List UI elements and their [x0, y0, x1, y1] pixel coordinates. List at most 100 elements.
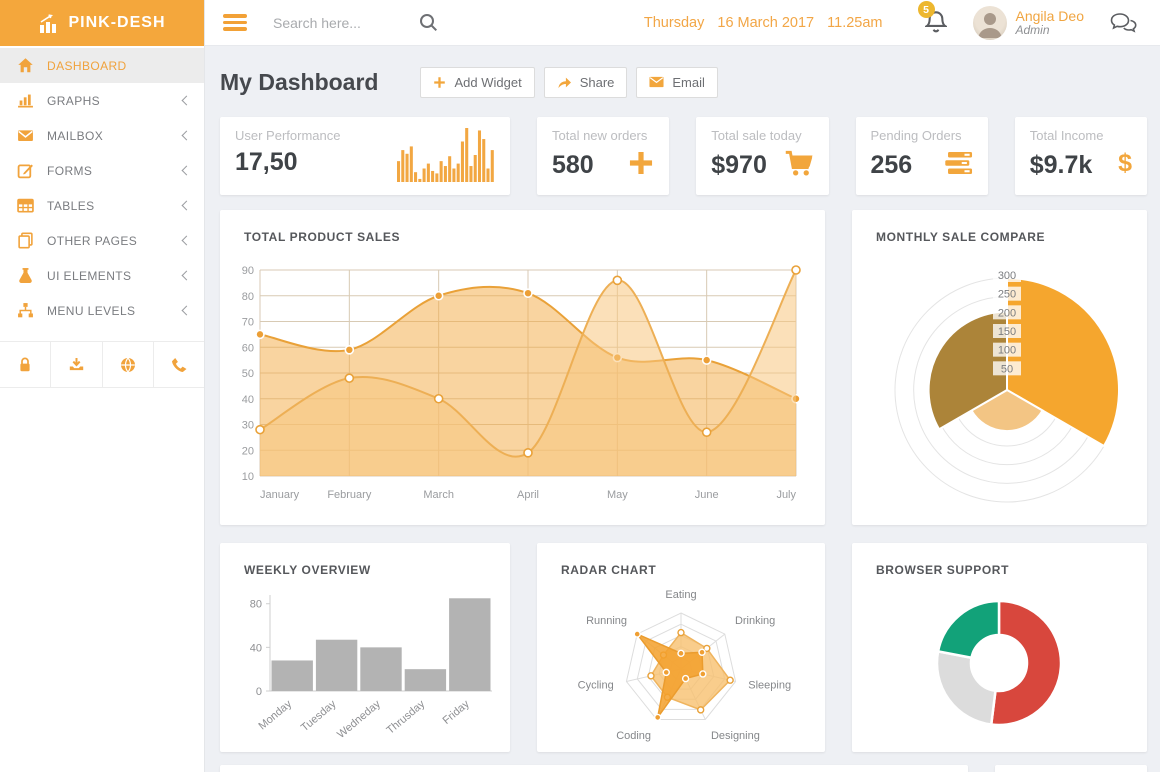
chevron-left-icon: [181, 270, 192, 281]
svg-text:July: July: [776, 489, 796, 501]
stat-card-total-income: Total Income $9.7k $: [1014, 117, 1147, 195]
topbar: Thursday 16 March 2017 11.25am 5 Angila …: [205, 0, 1160, 46]
sidebar-item-label: TABLES: [47, 198, 95, 213]
svg-text:March: March: [423, 489, 454, 501]
download-icon: [69, 357, 84, 370]
sidebar-item-label: UI ELEMENTS: [47, 268, 132, 283]
stats-row: User Performance 17,50 Total new orders …: [220, 117, 1147, 195]
sidebar-item-ui-elements[interactable]: UI ELEMENTS: [0, 258, 204, 293]
panel-weekly-overview: WEEKLY OVERVIEW 0 40 80 Monday Tuesday Wedned…: [220, 543, 510, 752]
chevron-left-icon: [181, 165, 192, 176]
chevron-left-icon: [181, 235, 192, 246]
charts-row-1: TOTAL PRODUCT SALES 10 20 30 40 50 60 70 80 90 Ja…: [220, 210, 1147, 525]
topbar-right: Thursday 16 March 2017 11.25am 5 Angila …: [644, 1, 1138, 40]
globe-button[interactable]: [103, 342, 154, 387]
svg-text:80: 80: [242, 291, 254, 303]
svg-text:0: 0: [256, 686, 262, 698]
chat-icon[interactable]: [1110, 12, 1138, 34]
panel-total-product-sales: TOTAL PRODUCT SALES 10 20 30 40 50 60 70 80 90 Ja…: [220, 210, 825, 525]
svg-text:90: 90: [242, 265, 254, 277]
svg-text:Designing: Designing: [711, 730, 760, 742]
panel-title: MONTHLY SALE COMPARE: [876, 230, 1046, 244]
date-label: 16 March 2017: [717, 14, 815, 31]
search-icon[interactable]: [419, 13, 438, 32]
plus-icon: [434, 76, 446, 88]
svg-text:January: January: [260, 489, 300, 501]
menu-toggle-button[interactable]: [223, 11, 247, 34]
stat-label: Total sale today: [711, 128, 802, 143]
svg-text:Friday: Friday: [441, 698, 473, 727]
svg-text:250: 250: [997, 289, 1015, 301]
email-button[interactable]: Email: [636, 66, 718, 98]
browser-support-chart: [935, 599, 1062, 727]
svg-text:70: 70: [242, 317, 254, 329]
main-content: My Dashboard Add Widget Share Email: [205, 46, 1160, 772]
panel-title: BROWSER SUPPORT: [876, 563, 1010, 577]
page-actions: Add Widget Share Email: [420, 66, 718, 98]
brand-bar-chart-icon: [40, 13, 57, 33]
svg-text:Sleeping: Sleeping: [748, 679, 791, 691]
svg-text:Cycling: Cycling: [578, 679, 614, 691]
sidebar-quick-actions: [0, 341, 204, 388]
sidebar-item-label: MAILBOX: [47, 128, 104, 143]
sitemap-icon: [18, 303, 33, 318]
sidebar-item-graphs[interactable]: GRAPHS: [0, 83, 204, 118]
email-icon: [649, 76, 664, 88]
download-button[interactable]: [51, 342, 103, 387]
svg-text:80: 80: [250, 599, 262, 611]
sidebar-item-forms[interactable]: FORMS: [0, 153, 204, 188]
notification-badge: 5: [917, 1, 935, 18]
sidebar-item-dashboard[interactable]: DASHBOARD: [0, 48, 204, 83]
stat-value: 580: [552, 151, 594, 179]
sidebar-item-mailbox[interactable]: MAILBOX: [0, 118, 204, 153]
monthly-sale-compare-chart: 50 100 150 200 250 300: [894, 268, 1120, 503]
user-meta[interactable]: Angila Deo Admin: [1016, 8, 1085, 38]
svg-text:February: February: [327, 489, 372, 501]
stat-label: Total new orders: [552, 128, 648, 143]
stat-card-sale-today: Total sale today $970: [696, 117, 829, 195]
svg-text:20: 20: [242, 445, 254, 457]
svg-text:50: 50: [1000, 363, 1012, 375]
stat-card-new-orders: Total new orders 580: [537, 117, 670, 195]
search-input[interactable]: [273, 14, 413, 31]
stat-label: Pending Orders: [870, 128, 962, 143]
share-icon: [558, 77, 571, 88]
dollar-icon: $: [1118, 148, 1132, 177]
sidebar-item-tables[interactable]: TABLES: [0, 188, 204, 223]
time-label: 11.25am: [827, 14, 883, 31]
sidebar-item-label: FORMS: [47, 163, 93, 178]
svg-text:30: 30: [242, 420, 254, 432]
bar-chart-icon: [18, 94, 33, 108]
sidebar-item-label: OTHER PAGES: [47, 233, 138, 248]
svg-text:300: 300: [997, 270, 1015, 282]
person-icon: [977, 12, 1002, 38]
table-icon: [17, 198, 34, 213]
sidebar-item-menu-levels[interactable]: MENU LEVELS: [0, 293, 204, 328]
stat-value: 17,50: [235, 148, 298, 176]
stat-value: $9.7k: [1029, 151, 1093, 179]
svg-text:Drinking: Drinking: [735, 615, 775, 627]
chevron-left-icon: [181, 130, 192, 141]
globe-icon: [120, 357, 135, 372]
pencil-square-icon: [17, 164, 33, 179]
stat-label: Total Income: [1029, 128, 1104, 143]
svg-text:April: April: [517, 489, 539, 501]
stat-value: $970: [711, 151, 767, 179]
bell-icon: [924, 11, 947, 33]
svg-text:10: 10: [242, 471, 254, 483]
brand-logo[interactable]: PINK-DESH: [0, 0, 204, 46]
svg-text:Tuesday: Tuesday: [299, 698, 339, 734]
svg-text:40: 40: [242, 394, 254, 406]
lock-button[interactable]: [0, 342, 52, 387]
share-button[interactable]: Share: [543, 66, 628, 98]
sidebar-item-other-pages[interactable]: OTHER PAGES: [0, 223, 204, 258]
brand-name: PINK-DESH: [68, 14, 166, 31]
svg-text:Thrusday: Thrusday: [384, 698, 427, 737]
avatar[interactable]: [972, 5, 1007, 40]
svg-text:50: 50: [242, 368, 254, 380]
add-widget-button[interactable]: Add Widget: [420, 66, 535, 98]
notifications-button[interactable]: 5: [917, 1, 947, 35]
phone-button[interactable]: [154, 342, 204, 387]
